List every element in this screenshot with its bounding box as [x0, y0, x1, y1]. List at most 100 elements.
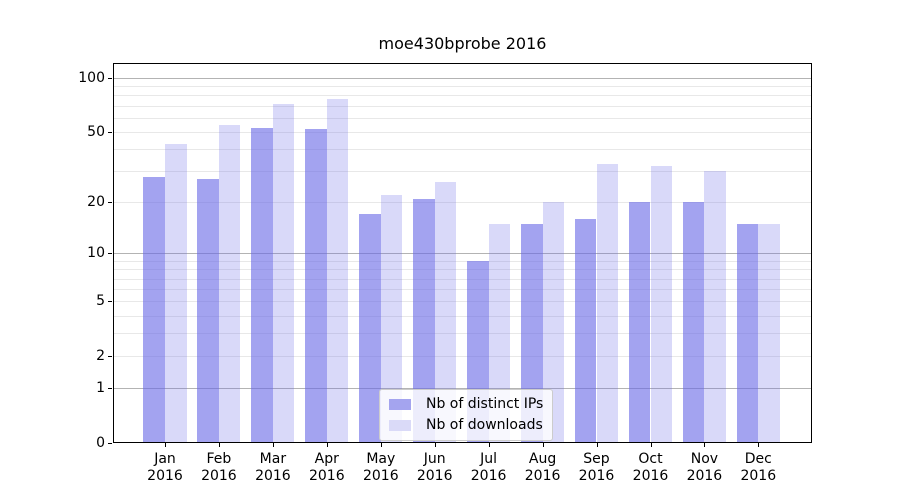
y-tick-label-50: 50: [87, 124, 105, 140]
x-tick-jul: [488, 443, 490, 447]
legend-row-downloads: Nb of downloads: [389, 417, 543, 434]
x-tick-feb: [218, 443, 220, 447]
minor-gridline-7: [113, 278, 812, 280]
minor-gridline-2: [113, 356, 812, 358]
bar-oct-downloads: [650, 166, 673, 443]
bar-mar-ips: [251, 127, 273, 443]
bar-apr-downloads: [326, 99, 349, 443]
x-tick-month: May: [366, 451, 396, 467]
y-tick-label-10: 10: [87, 245, 105, 262]
x-tick-apr: [326, 443, 328, 447]
x-tick-year: 2016: [470, 468, 507, 484]
y-tick-2: [108, 356, 112, 358]
x-tick-month: Jan: [154, 451, 176, 467]
bar-jan-downloads: [165, 143, 187, 443]
y-tick-label-0: 0: [96, 435, 105, 451]
y-tick-10: [108, 253, 112, 255]
x-tick-year: 2016: [362, 468, 399, 484]
bar-dec-downloads: [758, 223, 780, 443]
minor-gridline-80: [113, 95, 812, 97]
x-tick-month: Feb: [206, 451, 232, 467]
bar-apr-ips: [305, 128, 327, 443]
x-tick-year: 2016: [686, 468, 723, 484]
legend-label-distinct-ips: Nb of distinct IPs: [426, 396, 544, 412]
legend-label-downloads: Nb of downloads: [426, 417, 543, 433]
bar-aug-ips: [521, 223, 543, 443]
x-tick-label-jul: Jul 2016: [459, 451, 519, 485]
y-tick-label-2: 2: [96, 348, 105, 365]
minor-gridline-60: [113, 117, 812, 119]
x-tick-year: 2016: [416, 468, 453, 484]
x-tick-year: 2016: [308, 468, 345, 484]
x-tick-year: 2016: [147, 468, 183, 484]
x-tick-label-jun: Jun 2016: [405, 451, 465, 485]
bar-jun-ips: [413, 198, 435, 443]
y-tick-label-1: 1: [96, 380, 105, 397]
minor-gridline-50: [113, 132, 812, 133]
x-tick-label-nov: Nov 2016: [674, 451, 734, 485]
x-tick-label-jan: Jan 2016: [135, 451, 195, 485]
x-tick-month: Nov: [690, 451, 719, 467]
chart-title: moe430bprobe 2016: [378, 34, 547, 53]
x-tick-year: 2016: [632, 468, 669, 484]
bar-sep-ips: [574, 218, 597, 443]
minor-gridline-40: [113, 149, 812, 151]
legend-row-distinct-ips: Nb of distinct IPs: [389, 396, 543, 413]
legend-swatch-downloads: [389, 420, 411, 431]
x-tick-month: Jul: [480, 451, 498, 467]
y-tick-20: [108, 202, 112, 204]
major-gridline-10: [113, 253, 812, 255]
plot-area: Nb of distinct IPs Nb of downloads: [113, 63, 812, 443]
x-tick-oct: [650, 443, 652, 447]
bar-jun-downloads: [434, 182, 457, 443]
bar-sep-downloads: [596, 164, 619, 443]
x-tick-dec: [758, 443, 760, 447]
bar-jul-downloads: [488, 223, 511, 443]
minor-gridline-70: [113, 105, 812, 107]
y-tick-label-20: 20: [87, 194, 105, 211]
x-tick-month: Aug: [528, 451, 557, 467]
minor-gridline-90: [113, 86, 812, 88]
major-gridline-100: [113, 77, 812, 79]
y-tick-1: [108, 388, 112, 390]
minor-gridline-8: [113, 269, 812, 271]
x-tick-label-aug: Aug 2016: [513, 451, 573, 485]
minor-gridline-5: [113, 301, 812, 303]
x-tick-year: 2016: [524, 468, 561, 484]
x-tick-month: Sep: [583, 451, 610, 467]
x-tick-year: 2016: [740, 468, 777, 484]
y-tick-100: [108, 77, 112, 79]
x-tick-jun: [434, 443, 436, 447]
x-tick-year: 2016: [201, 468, 237, 484]
x-tick-year: 2016: [578, 468, 615, 484]
x-tick-label-sep: Sep 2016: [567, 451, 627, 485]
legend-swatch-distinct-ips: [389, 399, 411, 410]
bar-oct-ips: [628, 202, 651, 443]
x-tick-may: [380, 443, 382, 447]
bar-mar-downloads: [272, 103, 295, 443]
y-tick-label-100: 100: [78, 69, 105, 86]
x-tick-month: Dec: [744, 451, 772, 467]
x-tick-aug: [542, 443, 544, 447]
x-tick-label-oct: Oct 2016: [621, 451, 681, 485]
x-tick-year: 2016: [255, 468, 291, 484]
minor-gridline-9: [113, 260, 812, 262]
x-tick-label-apr: Apr 2016: [297, 451, 357, 485]
bar-feb-ips: [197, 179, 219, 443]
minor-gridline-3: [113, 333, 812, 335]
x-tick-sep: [596, 443, 598, 447]
minor-gridline-4: [113, 315, 812, 317]
x-tick-month: Oct: [638, 451, 663, 467]
minor-gridline-20: [113, 202, 812, 204]
x-tick-label-may: May 2016: [351, 451, 411, 485]
bar-feb-downloads: [218, 124, 241, 443]
x-tick-nov: [704, 443, 706, 447]
major-gridline-1: [113, 388, 812, 390]
legend: Nb of distinct IPs Nb of downloads: [379, 389, 554, 441]
x-tick-month: Jun: [423, 451, 446, 467]
minor-gridline-30: [113, 171, 812, 173]
y-tick-label-5: 5: [96, 293, 105, 310]
x-tick-label-feb: Feb 2016: [189, 451, 249, 485]
bar-may-downloads: [380, 195, 403, 443]
